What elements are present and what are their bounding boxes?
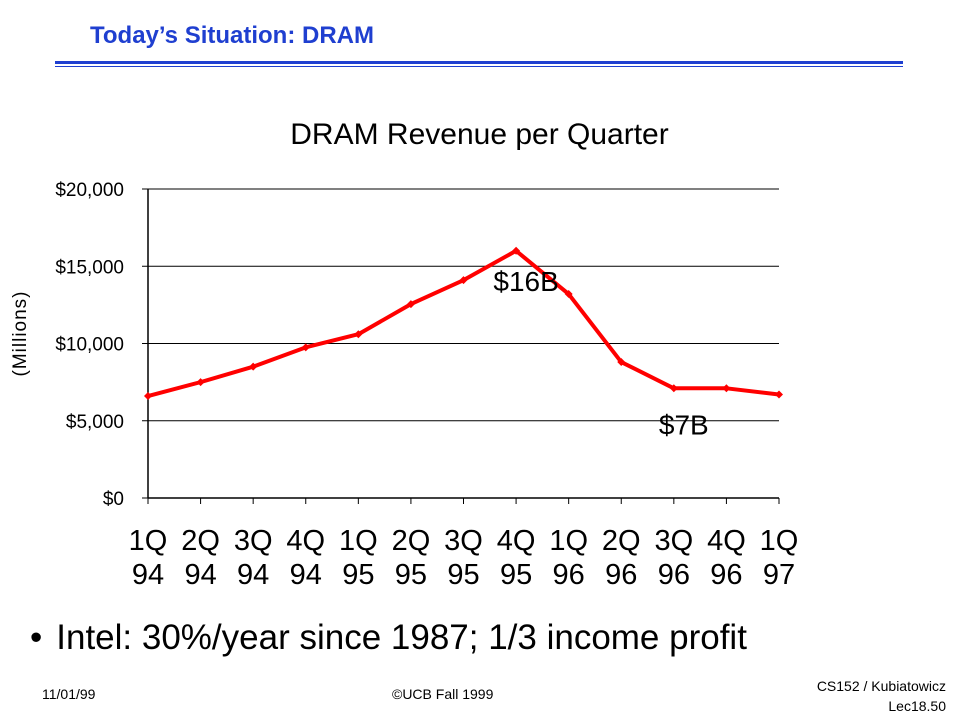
bullet-point: • Intel: 30%/year since 1987; 1/3 income … — [30, 618, 747, 658]
chart-title: DRAM Revenue per Quarter — [290, 118, 669, 151]
x-tick-label: 97 — [763, 559, 795, 590]
y-tick-label: $0 — [103, 489, 124, 510]
x-tick-label: 94 — [237, 559, 269, 590]
data-point — [406, 300, 415, 309]
data-point — [512, 246, 521, 255]
data-point — [722, 384, 731, 393]
x-tick-label: 3Q — [444, 525, 483, 557]
revenue-chart: DRAM Revenue per Quarter $0 $5,000 $10,000 $… — [10, 118, 799, 590]
x-tick-label: 95 — [342, 559, 374, 590]
data-point — [617, 358, 626, 367]
x-tick-label: 2Q — [602, 525, 641, 557]
x-tick-label: 1Q — [760, 525, 799, 557]
data-point — [354, 330, 363, 339]
x-tick-label: 4Q — [707, 525, 746, 557]
y-axis-label: (Millions) — [10, 291, 31, 377]
footer-copyright: ©UCB Fall 1999 — [392, 686, 494, 702]
title-divider — [55, 61, 903, 64]
annotation-label: $7B — [659, 409, 709, 440]
x-tick-label: 94 — [290, 559, 322, 590]
annotation-label: $16B — [493, 266, 558, 297]
x-tick-label: 96 — [658, 559, 690, 590]
y-tick-label: $5,000 — [66, 412, 124, 433]
data-point — [249, 362, 258, 371]
data-point — [459, 276, 468, 285]
x-tick-label: 1Q — [549, 525, 588, 557]
data-point — [775, 390, 783, 399]
x-tick-label: 95 — [500, 559, 532, 590]
footer-course: CS152 / Kubiatowicz — [816, 678, 946, 694]
x-tick-label: 1Q — [339, 525, 378, 557]
footer-course-info: CS152 / Kubiatowicz Lec18.50 — [817, 676, 946, 716]
footer-lecture: Lec18.50 — [888, 698, 946, 714]
x-tick-label: 96 — [710, 559, 742, 590]
x-tick-label: 95 — [447, 559, 479, 590]
x-tick-label: 96 — [553, 559, 585, 590]
x-tick-label: 1Q — [129, 525, 168, 557]
x-tick-label: 94 — [132, 559, 164, 590]
series-line — [147, 248, 780, 398]
y-tick-label: $15,000 — [55, 257, 124, 278]
x-tick-label: 2Q — [181, 525, 220, 557]
x-tick-label: 96 — [605, 559, 637, 590]
x-tick-label: 2Q — [392, 525, 431, 557]
x-tick-label: 3Q — [234, 525, 273, 557]
x-tick-label: 94 — [184, 559, 216, 590]
y-tick-label: $20,000 — [55, 180, 124, 201]
y-tick-label: $10,000 — [55, 335, 124, 356]
data-point — [196, 378, 205, 387]
data-point — [564, 290, 573, 299]
x-tick-label: 4Q — [497, 525, 536, 557]
data-point — [669, 384, 678, 393]
bullet-text: Intel: 30%/year since 1987; 1/3 income p… — [56, 618, 747, 657]
x-tick-label: 4Q — [286, 525, 325, 557]
title-divider-thin — [55, 66, 903, 67]
slide-title: Today’s Situation: DRAM — [90, 22, 374, 49]
data-point — [144, 392, 152, 401]
x-tick-label: 95 — [395, 559, 427, 590]
data-point — [301, 343, 310, 352]
footer-date: 11/01/99 — [42, 686, 96, 702]
bullet-icon: • — [30, 618, 43, 657]
x-tick-label: 3Q — [654, 525, 693, 557]
